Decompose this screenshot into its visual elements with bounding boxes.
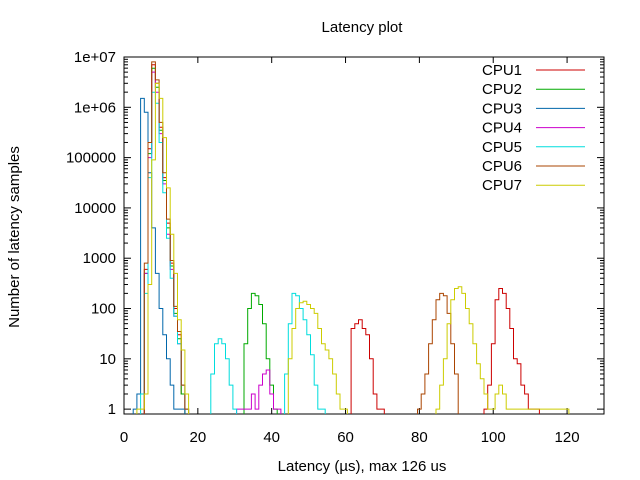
series-line-cpu7: [136, 82, 570, 414]
y-tick-label: 100000: [66, 150, 116, 167]
x-tick-label: 80: [411, 429, 428, 446]
series-line-cpu3: [132, 97, 186, 414]
series-group: [132, 61, 570, 414]
plot-frame: [123, 56, 605, 415]
y-tick-label: 1000: [83, 250, 116, 267]
legend-label: CPU1: [482, 62, 522, 79]
plot-frame-group: [123, 56, 605, 415]
y-tick-label: 1e+06: [74, 99, 116, 116]
x-tick-label: 120: [555, 429, 580, 446]
legend-label: CPU6: [482, 158, 522, 175]
series-line-cpu5: [140, 91, 326, 414]
x-tick-label: 60: [337, 429, 354, 446]
series-line-cpu1: [143, 64, 540, 414]
y-tick-label: 1e+07: [74, 49, 116, 66]
y-tick-label: 10000: [74, 200, 116, 217]
x-axis-label: Latency (µs), max 126 us: [278, 458, 447, 475]
legend-label: CPU7: [482, 177, 522, 194]
y-axis: 1 10 100 1000 10000 100000 1e+06 1e+07: [66, 49, 604, 418]
x-tick-label: 20: [190, 429, 207, 446]
y-tick-label: 100: [91, 301, 116, 318]
y-tick-label: 10: [99, 351, 116, 368]
x-tick-label: 100: [481, 429, 506, 446]
series-line-cpu6: [143, 61, 459, 414]
x-axis: 0 20 40 60 80 100 120: [120, 57, 580, 446]
legend: CPU1 CPU2 CPU3 CPU4 CPU5 CPU6 CPU7: [482, 62, 585, 194]
legend-label: CPU3: [482, 100, 522, 117]
x-tick-label: 0: [120, 429, 128, 446]
legend-label: CPU4: [482, 120, 522, 137]
x-tick-label: 40: [263, 429, 280, 446]
chart-title: Latency plot: [322, 19, 404, 36]
legend-label: CPU5: [482, 139, 522, 156]
y-tick-label: 1: [108, 401, 116, 418]
legend-label: CPU2: [482, 81, 522, 98]
series-line-cpu2: [143, 67, 278, 414]
series-line-cpu4: [143, 71, 282, 414]
y-axis-label: Number of latency samples: [6, 146, 23, 328]
